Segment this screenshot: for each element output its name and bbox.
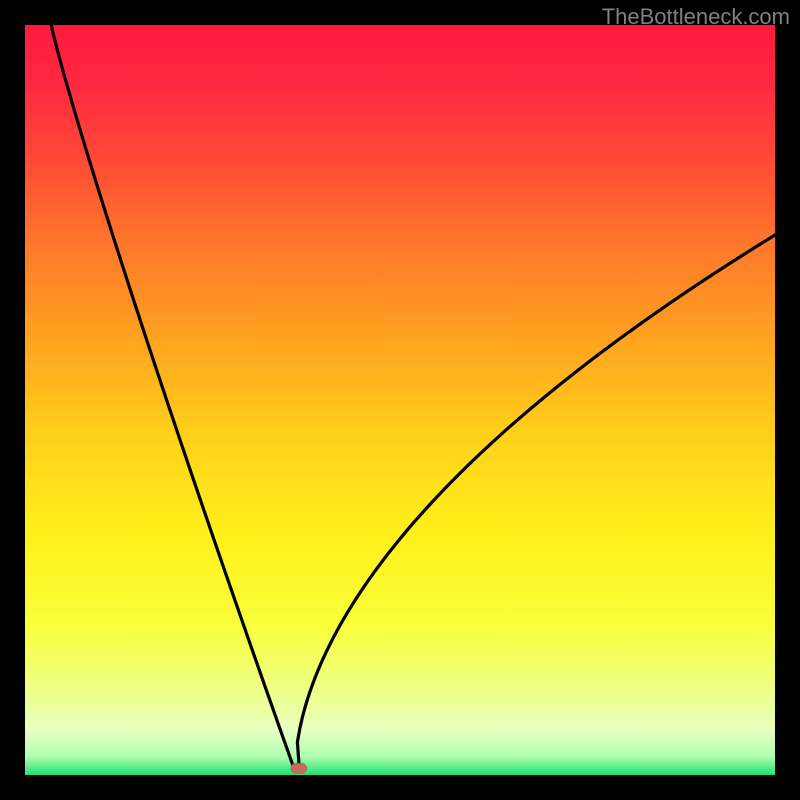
watermark-label: TheBottleneck.com bbox=[602, 4, 790, 30]
chart-container bbox=[0, 0, 800, 800]
plot-background bbox=[25, 25, 775, 775]
minimum-marker bbox=[291, 763, 307, 773]
chart-svg bbox=[0, 0, 800, 800]
